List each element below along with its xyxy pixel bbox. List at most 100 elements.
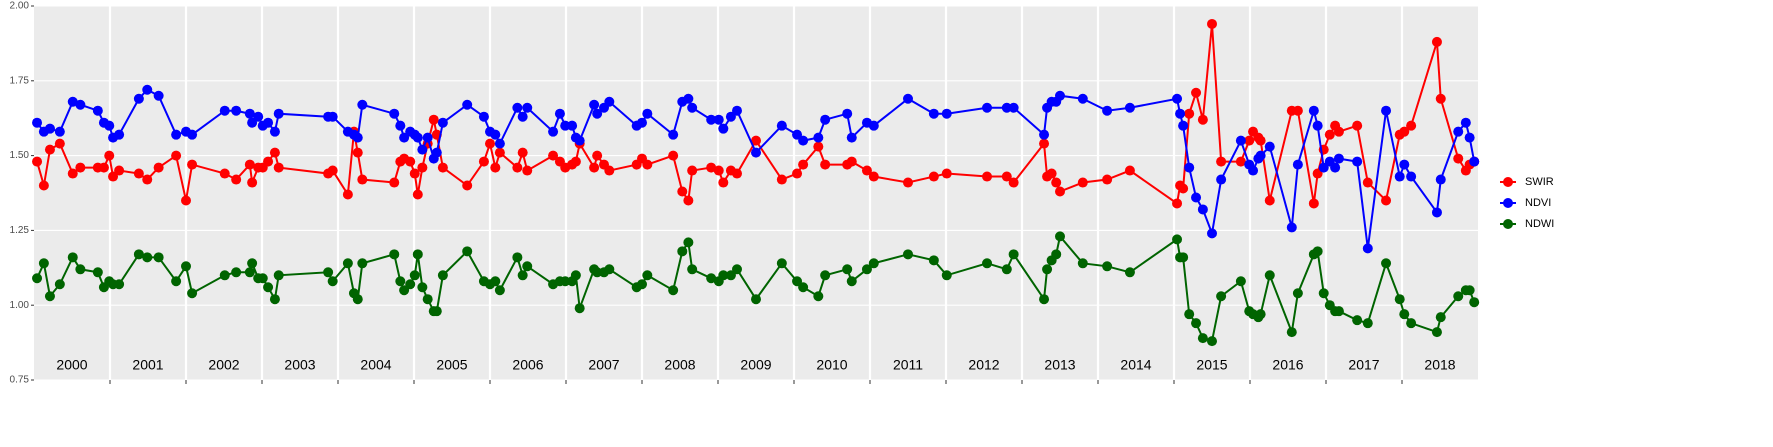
data-point — [982, 171, 993, 182]
series — [32, 231, 1480, 347]
data-point — [677, 186, 688, 197]
data-point — [273, 162, 284, 173]
data-point — [422, 132, 433, 143]
data-point — [395, 120, 406, 131]
data-point — [668, 285, 679, 296]
data-point — [1039, 138, 1050, 149]
data-point — [494, 147, 505, 158]
data-point — [409, 270, 420, 281]
data-point — [751, 135, 761, 146]
data-point — [1394, 294, 1405, 305]
data-point — [1046, 168, 1057, 179]
data-point — [687, 102, 698, 113]
data-point — [1055, 186, 1065, 197]
data-point — [1197, 114, 1208, 125]
data-point — [1312, 120, 1323, 131]
data-point — [982, 258, 993, 269]
legend-label: NDWI — [1525, 218, 1554, 230]
data-point — [1216, 174, 1227, 185]
data-point — [54, 138, 65, 149]
data-point — [38, 180, 49, 191]
data-point — [1102, 105, 1113, 116]
data-point — [437, 117, 448, 128]
legend-label: NDVI — [1525, 197, 1551, 209]
year-label: 2015 — [1196, 357, 1227, 373]
data-point — [1292, 288, 1303, 299]
data-point — [1464, 285, 1475, 296]
data-point — [517, 111, 528, 122]
data-point — [903, 249, 913, 260]
data-point — [732, 105, 742, 116]
data-point — [1324, 129, 1335, 140]
data-point — [1394, 171, 1405, 182]
data-point — [903, 93, 913, 104]
data-point — [1308, 105, 1319, 116]
year-label: 2006 — [512, 357, 543, 373]
data-point — [219, 270, 230, 281]
data-point — [589, 162, 600, 173]
data-point — [104, 120, 115, 131]
data-point — [417, 144, 428, 155]
data-point — [1051, 249, 1062, 260]
data-point — [32, 273, 43, 284]
data-point — [67, 252, 78, 263]
data-point — [478, 111, 489, 122]
data-point — [677, 246, 688, 257]
data-point — [44, 144, 55, 155]
data-point — [512, 162, 523, 173]
year-label: 2008 — [664, 357, 695, 373]
data-point — [44, 123, 55, 134]
data-point — [1184, 309, 1195, 320]
data-point — [687, 264, 698, 275]
data-point — [1039, 129, 1050, 140]
data-point — [1207, 228, 1217, 239]
data-point — [941, 168, 952, 179]
data-point — [409, 168, 420, 179]
data-point — [357, 99, 368, 110]
data-point — [1184, 162, 1195, 173]
data-point — [668, 150, 679, 161]
data-point — [327, 276, 338, 287]
data-point — [592, 150, 603, 161]
data-point — [1469, 297, 1480, 308]
data-point — [1172, 93, 1183, 104]
data-point — [114, 165, 125, 176]
data-point — [928, 108, 939, 119]
data-point — [1235, 156, 1246, 167]
data-point — [1124, 102, 1135, 113]
data-point — [776, 174, 787, 185]
data-point — [171, 276, 182, 287]
data-point — [1292, 159, 1303, 170]
data-point — [1292, 105, 1303, 116]
data-point — [153, 252, 164, 263]
year-label: 2017 — [1348, 357, 1379, 373]
data-point — [187, 159, 198, 170]
data-point — [820, 114, 831, 125]
data-point — [522, 165, 533, 176]
data-point — [637, 117, 647, 128]
data-point — [604, 96, 615, 107]
data-point — [928, 171, 939, 182]
data-point — [842, 108, 853, 119]
data-point — [683, 237, 694, 248]
data-point — [642, 159, 653, 170]
year-label: 2018 — [1424, 357, 1455, 373]
data-point — [263, 117, 274, 128]
year-label: 2011 — [893, 357, 923, 373]
y-tick-label: 1.50 — [10, 150, 30, 161]
data-point — [273, 108, 284, 119]
data-point — [133, 249, 144, 260]
year-label: 2014 — [1120, 357, 1151, 373]
data-point — [560, 276, 571, 287]
y-tick-label: 0.75 — [10, 375, 30, 386]
data-point — [54, 279, 65, 290]
legend-label: SWIR — [1525, 176, 1554, 188]
data-point — [412, 249, 423, 260]
data-point — [32, 117, 43, 128]
data-point — [181, 261, 191, 272]
data-point — [1255, 309, 1266, 320]
data-point — [231, 105, 242, 116]
data-point — [1381, 105, 1392, 116]
year-label: 2005 — [436, 357, 467, 373]
